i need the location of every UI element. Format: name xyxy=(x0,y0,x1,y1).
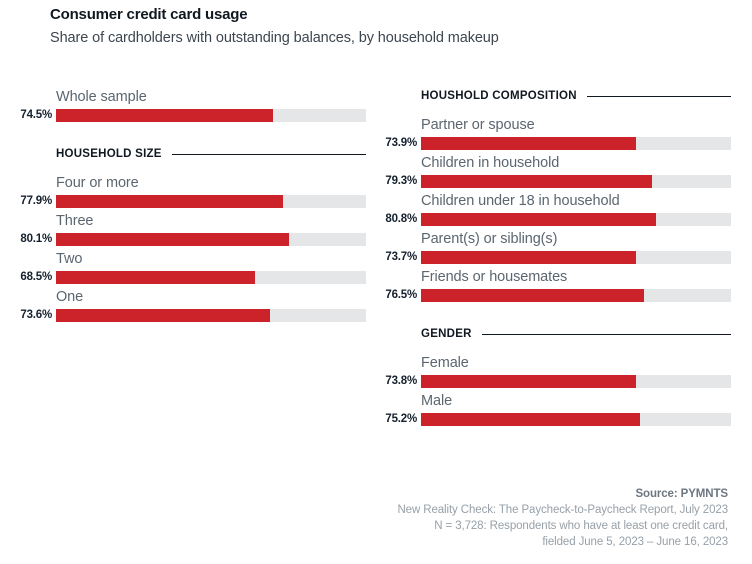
section-header: GENDER xyxy=(421,326,731,342)
bar-track xyxy=(421,413,731,426)
bar-track xyxy=(56,309,366,322)
section-header-label: HOUSEHOLD SIZE xyxy=(56,148,162,160)
page-subtitle: Share of cardholders with outstanding ba… xyxy=(50,30,499,46)
footer-note-line: New Reality Check: The Paycheck-to-Paych… xyxy=(397,504,728,516)
right-chart-column: HOUSHOLD COMPOSITION Partner or spouse 73.… xyxy=(379,88,731,430)
bar-row: Partner or spouse 73.9% xyxy=(379,116,731,154)
bar-line: 77.9% xyxy=(14,195,366,208)
bar-line: 73.6% xyxy=(14,309,366,322)
bar-track xyxy=(421,175,731,188)
bar-fill xyxy=(56,271,256,284)
bar-label: Male xyxy=(421,393,453,409)
bar-label: Partner or spouse xyxy=(421,117,535,133)
bar-label: Parent(s) or sibling(s) xyxy=(421,231,558,247)
bar-label: Three xyxy=(56,213,94,229)
bar-row: Four or more 77.9% xyxy=(14,174,366,212)
bar-fill xyxy=(56,195,283,208)
bar-value-label: 77.9% xyxy=(20,195,52,207)
bar-row: Children under 18 in household 80.8% xyxy=(379,192,731,230)
bar-line: 73.8% xyxy=(379,375,731,388)
bar-fill xyxy=(421,413,640,426)
bar-row: Two 68.5% xyxy=(14,250,366,288)
bar-fill xyxy=(56,309,271,322)
section-header-gap xyxy=(379,104,731,116)
bar-row: Female 73.8% xyxy=(379,354,731,392)
bar-fill xyxy=(421,251,636,264)
section-header: HOUSHOLD COMPOSITION xyxy=(421,88,731,104)
section-header-rule xyxy=(586,95,731,97)
bar-label: One xyxy=(56,289,84,305)
bar-value-label: 74.5% xyxy=(20,109,52,121)
bar-track xyxy=(421,251,731,264)
bar-line: 75.2% xyxy=(379,413,731,426)
left-chart-column: Whole sample 74.5% HOUSEHOLD SIZE Four or m… xyxy=(14,88,366,326)
section-header-gap xyxy=(14,162,366,174)
bar-label: Children in household xyxy=(421,155,560,171)
bar-row: Children in household 79.3% xyxy=(379,154,731,192)
bar-row: Three 80.1% xyxy=(14,212,366,250)
section-header-label: HOUSHOLD COMPOSITION xyxy=(421,90,577,102)
bar-fill xyxy=(56,109,273,122)
bar-fill xyxy=(421,213,657,226)
bar-row: Whole sample 74.5% xyxy=(14,88,366,126)
section-header-rule xyxy=(171,153,366,155)
bar-line: 74.5% xyxy=(14,109,366,122)
section-header-rule xyxy=(481,333,731,335)
bar-fill xyxy=(421,289,644,302)
bar-fill xyxy=(56,233,290,246)
bar-row: Male 75.2% xyxy=(379,392,731,430)
page-title: Consumer credit card usage xyxy=(50,6,248,23)
bar-line: 68.5% xyxy=(14,271,366,284)
bar-fill xyxy=(421,175,652,188)
bar-label: Two xyxy=(56,251,83,267)
bar-fill xyxy=(421,137,637,150)
bar-value-label: 73.9% xyxy=(385,137,417,149)
footer: Source: PYMNTS New Reality Check: The Pa… xyxy=(258,486,728,550)
bar-track xyxy=(421,137,731,150)
bar-track xyxy=(421,289,731,302)
bar-label: Children under 18 in household xyxy=(421,193,620,209)
footer-source: Source: PYMNTS xyxy=(635,488,728,500)
bar-line: 76.5% xyxy=(379,289,731,302)
section-header-label: GENDER xyxy=(421,328,472,340)
bar-value-label: 76.5% xyxy=(385,289,417,301)
bar-value-label: 73.8% xyxy=(385,375,417,387)
bar-label: Female xyxy=(421,355,469,371)
section-gap xyxy=(14,126,366,146)
bar-line: 79.3% xyxy=(379,175,731,188)
bar-value-label: 79.3% xyxy=(385,175,417,187)
bar-row: Friends or housemates 76.5% xyxy=(379,268,731,306)
bar-label: Friends or housemates xyxy=(421,269,568,285)
bar-row: One 73.6% xyxy=(14,288,366,326)
bar-line: 80.1% xyxy=(14,233,366,246)
footer-note-line: N = 3,728: Respondents who have at least… xyxy=(434,520,728,532)
bar-label: Whole sample xyxy=(56,89,147,105)
bar-label: Four or more xyxy=(56,175,139,191)
bar-track xyxy=(56,109,366,122)
bar-track xyxy=(56,271,366,284)
bar-value-label: 73.7% xyxy=(385,251,417,263)
bar-row: Parent(s) or sibling(s) 73.7% xyxy=(379,230,731,268)
bar-track xyxy=(56,233,366,246)
bar-track xyxy=(56,195,366,208)
bar-value-label: 75.2% xyxy=(385,413,417,425)
bar-value-label: 80.1% xyxy=(20,233,52,245)
section-header: HOUSEHOLD SIZE xyxy=(56,146,366,162)
bar-value-label: 80.8% xyxy=(385,213,417,225)
chart-header: Consumer credit card usage Share of card… xyxy=(50,6,740,47)
bar-line: 73.9% xyxy=(379,137,731,150)
footer-note-line: fielded June 5, 2023 – June 16, 2023 xyxy=(542,536,728,548)
bar-track xyxy=(421,213,731,226)
bar-track xyxy=(421,375,731,388)
section-gap xyxy=(379,306,731,326)
bar-value-label: 68.5% xyxy=(20,271,52,283)
bar-line: 73.7% xyxy=(379,251,731,264)
bar-fill xyxy=(421,375,636,388)
section-header-gap xyxy=(379,342,731,354)
bar-value-label: 73.6% xyxy=(20,309,52,321)
bar-line: 80.8% xyxy=(379,213,731,226)
